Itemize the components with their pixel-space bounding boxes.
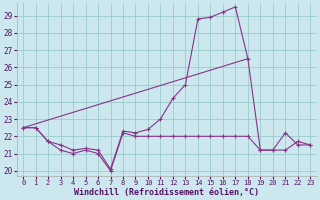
X-axis label: Windchill (Refroidissement éolien,°C): Windchill (Refroidissement éolien,°C) <box>74 188 259 197</box>
